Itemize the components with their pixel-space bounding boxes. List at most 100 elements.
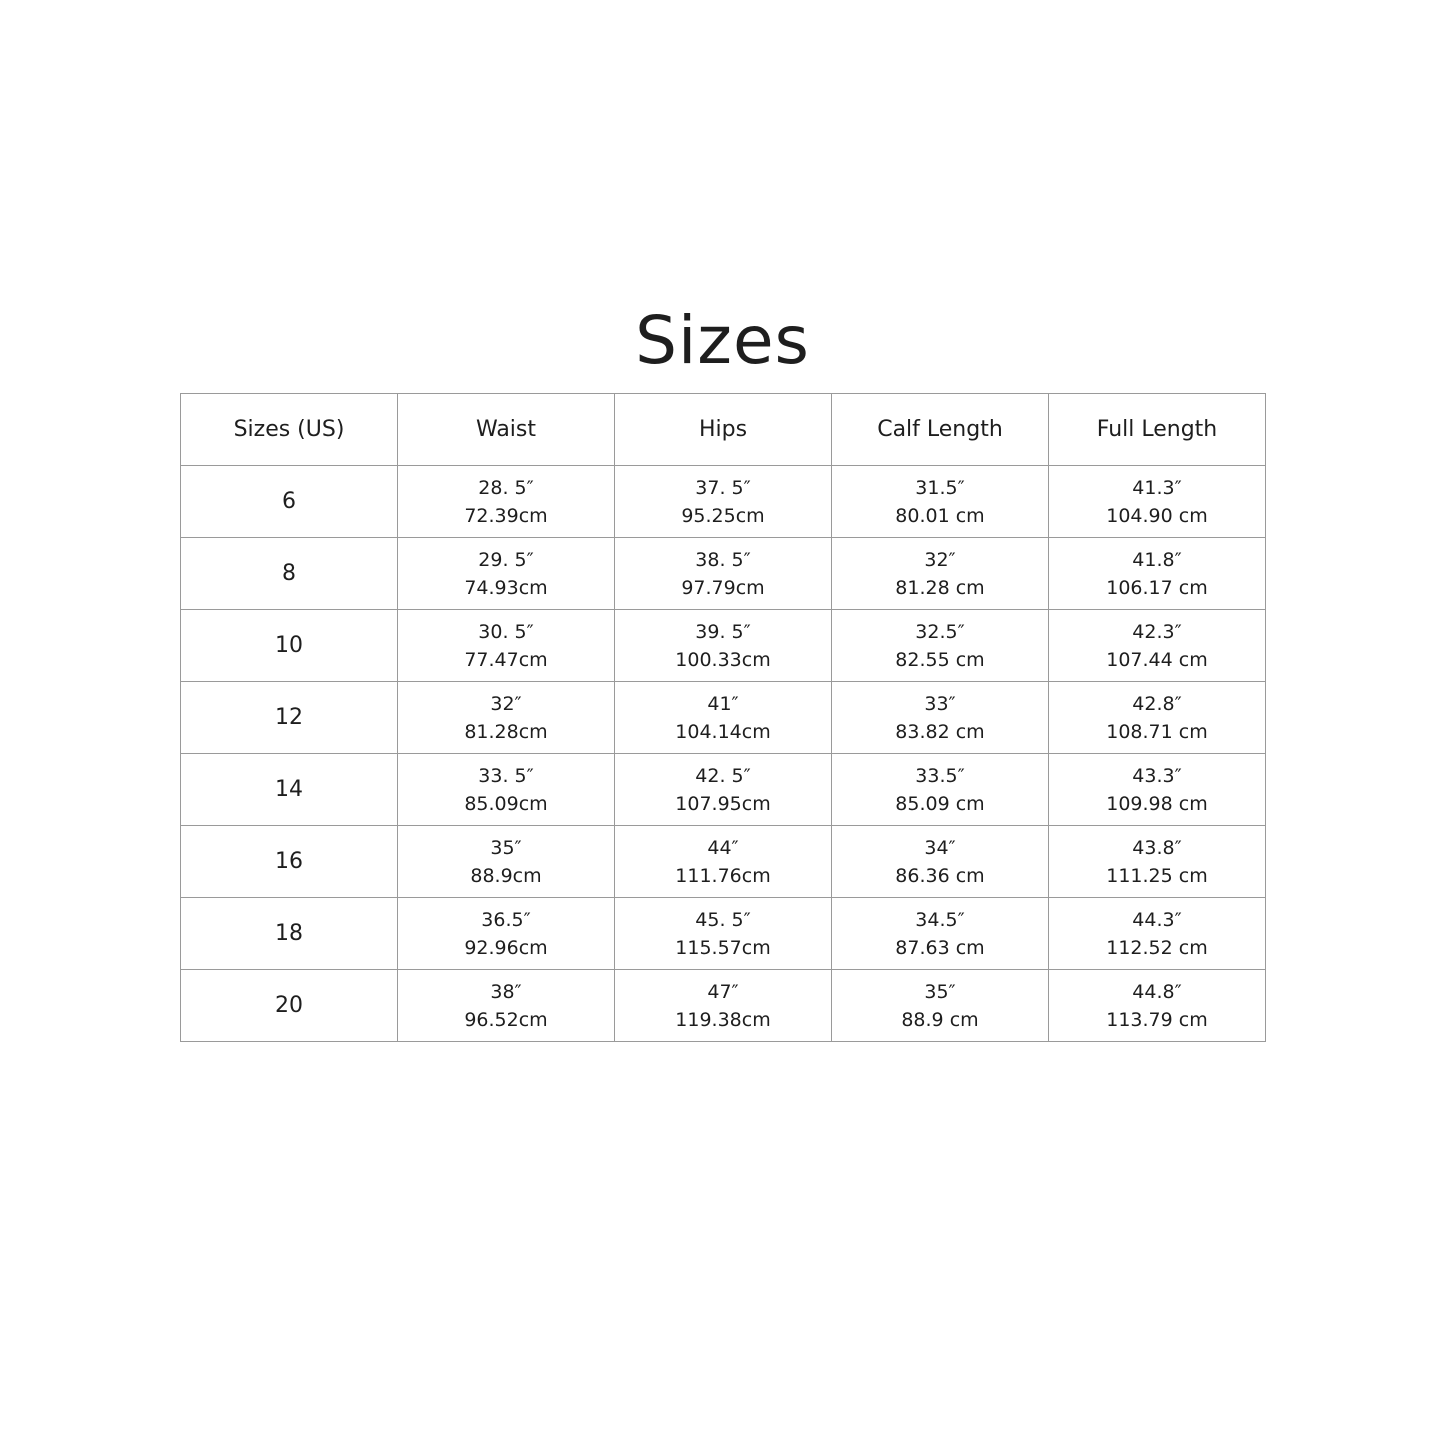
waist-inches: 35″ — [490, 836, 522, 859]
header-calf-length: Calf Length — [831, 393, 1049, 466]
waist-cell: 30. 5″ 77.47cm — [397, 609, 615, 682]
calf-cell: 33″ 83.82 cm — [831, 681, 1049, 754]
table-row: 12 32″ 81.28cm 41″ 104.14cm 33″ 83.82 cm 42.8″ 1… — [180, 681, 1266, 754]
calf-inches: 35″ — [924, 980, 956, 1003]
waist-cell: 35″ 88.9cm — [397, 825, 615, 898]
calf-inches: 32″ — [924, 548, 956, 571]
hips-centimeters: 115.57cm — [675, 936, 771, 959]
hips-inches: 42. 5″ — [695, 764, 751, 787]
waist-inches: 36.5″ — [481, 908, 531, 931]
table-body: 6 28. 5″ 72.39cm 37. 5″ 95.25cm 31.5″ 80.01 cm… — [180, 465, 1266, 1042]
calf-centimeters: 85.09 cm — [895, 792, 985, 815]
full-inches: 44.8″ — [1132, 980, 1182, 1003]
full-centimeters: 111.25 cm — [1106, 864, 1208, 887]
size-cell: 6 — [180, 465, 398, 538]
size-cell: 18 — [180, 897, 398, 970]
hips-centimeters: 97.79cm — [681, 576, 765, 599]
calf-centimeters: 81.28 cm — [895, 576, 985, 599]
table-row: 10 30. 5″ 77.47cm 39. 5″ 100.33cm 32.5″ 82.55 … — [180, 609, 1266, 682]
waist-centimeters: 88.9cm — [470, 864, 542, 887]
waist-cell: 32″ 81.28cm — [397, 681, 615, 754]
calf-cell: 34.5″ 87.63 cm — [831, 897, 1049, 970]
full-cell: 41.3″ 104.90 cm — [1048, 465, 1266, 538]
waist-centimeters: 74.93cm — [464, 576, 548, 599]
full-inches: 41.8″ — [1132, 548, 1182, 571]
waist-centimeters: 85.09cm — [464, 792, 548, 815]
hips-centimeters: 104.14cm — [675, 720, 771, 743]
hips-cell: 42. 5″ 107.95cm — [614, 753, 832, 826]
waist-cell: 38″ 96.52cm — [397, 969, 615, 1042]
full-inches: 41.3″ — [1132, 476, 1182, 499]
full-centimeters: 113.79 cm — [1106, 1008, 1208, 1031]
waist-inches: 33. 5″ — [478, 764, 534, 787]
hips-inches: 38. 5″ — [695, 548, 751, 571]
calf-inches: 32.5″ — [915, 620, 965, 643]
size-cell: 16 — [180, 825, 398, 898]
hips-centimeters: 107.95cm — [675, 792, 771, 815]
size-cell: 8 — [180, 537, 398, 610]
full-centimeters: 109.98 cm — [1106, 792, 1208, 815]
header-sizes: Sizes (US) — [180, 393, 398, 466]
calf-inches: 34″ — [924, 836, 956, 859]
hips-cell: 44″ 111.76cm — [614, 825, 832, 898]
header-row: Sizes (US) Waist Hips Calf Length Full L… — [180, 393, 1266, 466]
table-row: 16 35″ 88.9cm 44″ 111.76cm 34″ 86.36 cm 43.8″ 11… — [180, 825, 1266, 898]
full-cell: 42.3″ 107.44 cm — [1048, 609, 1266, 682]
waist-inches: 29. 5″ — [478, 548, 534, 571]
full-centimeters: 112.52 cm — [1106, 936, 1208, 959]
size-cell: 14 — [180, 753, 398, 826]
calf-cell: 31.5″ 80.01 cm — [831, 465, 1049, 538]
calf-cell: 34″ 86.36 cm — [831, 825, 1049, 898]
calf-inches: 31.5″ — [915, 476, 965, 499]
header-full-length: Full Length — [1048, 393, 1266, 466]
full-centimeters: 107.44 cm — [1106, 648, 1208, 671]
calf-cell: 32″ 81.28 cm — [831, 537, 1049, 610]
full-inches: 42.3″ — [1132, 620, 1182, 643]
hips-cell: 38. 5″ 97.79cm — [614, 537, 832, 610]
waist-cell: 36.5″ 92.96cm — [397, 897, 615, 970]
full-centimeters: 106.17 cm — [1106, 576, 1208, 599]
waist-cell: 29. 5″ 74.93cm — [397, 537, 615, 610]
waist-inches: 28. 5″ — [478, 476, 534, 499]
header-hips: Hips — [614, 393, 832, 466]
table-row: 20 38″ 96.52cm 47″ 119.38cm 35″ 88.9 cm 44.8″ 11… — [180, 969, 1266, 1042]
calf-inches: 33.5″ — [915, 764, 965, 787]
calf-centimeters: 80.01 cm — [895, 504, 985, 527]
calf-centimeters: 86.36 cm — [895, 864, 985, 887]
waist-cell: 33. 5″ 85.09cm — [397, 753, 615, 826]
hips-centimeters: 111.76cm — [675, 864, 771, 887]
size-cell: 10 — [180, 609, 398, 682]
full-cell: 44.8″ 113.79 cm — [1048, 969, 1266, 1042]
full-inches: 43.3″ — [1132, 764, 1182, 787]
waist-inches: 30. 5″ — [478, 620, 534, 643]
calf-inches: 34.5″ — [915, 908, 965, 931]
waist-inches: 38″ — [490, 980, 522, 1003]
hips-cell: 45. 5″ 115.57cm — [614, 897, 832, 970]
full-centimeters: 108.71 cm — [1106, 720, 1208, 743]
calf-cell: 32.5″ 82.55 cm — [831, 609, 1049, 682]
page-title: Sizes — [635, 302, 810, 379]
full-cell: 44.3″ 112.52 cm — [1048, 897, 1266, 970]
hips-cell: 41″ 104.14cm — [614, 681, 832, 754]
waist-inches: 32″ — [490, 692, 522, 715]
hips-cell: 37. 5″ 95.25cm — [614, 465, 832, 538]
waist-centimeters: 96.52cm — [464, 1008, 548, 1031]
calf-inches: 33″ — [924, 692, 956, 715]
table-row: 14 33. 5″ 85.09cm 42. 5″ 107.95cm 33.5″ 85.09 … — [180, 753, 1266, 826]
size-cell: 12 — [180, 681, 398, 754]
table-row: 8 29. 5″ 74.93cm 38. 5″ 97.79cm 32″ 81.28 cm 41… — [180, 537, 1266, 610]
calf-centimeters: 87.63 cm — [895, 936, 985, 959]
hips-inches: 41″ — [707, 692, 739, 715]
calf-centimeters: 88.9 cm — [901, 1008, 979, 1031]
hips-centimeters: 119.38cm — [675, 1008, 771, 1031]
full-cell: 43.3″ 109.98 cm — [1048, 753, 1266, 826]
full-inches: 43.8″ — [1132, 836, 1182, 859]
full-cell: 41.8″ 106.17 cm — [1048, 537, 1266, 610]
hips-inches: 44″ — [707, 836, 739, 859]
waist-centimeters: 72.39cm — [464, 504, 548, 527]
size-cell: 20 — [180, 969, 398, 1042]
hips-inches: 39. 5″ — [695, 620, 751, 643]
hips-inches: 37. 5″ — [695, 476, 751, 499]
table-row: 6 28. 5″ 72.39cm 37. 5″ 95.25cm 31.5″ 80.01 cm… — [180, 465, 1266, 538]
table-row: 18 36.5″ 92.96cm 45. 5″ 115.57cm 34.5″ 87.63 c… — [180, 897, 1266, 970]
